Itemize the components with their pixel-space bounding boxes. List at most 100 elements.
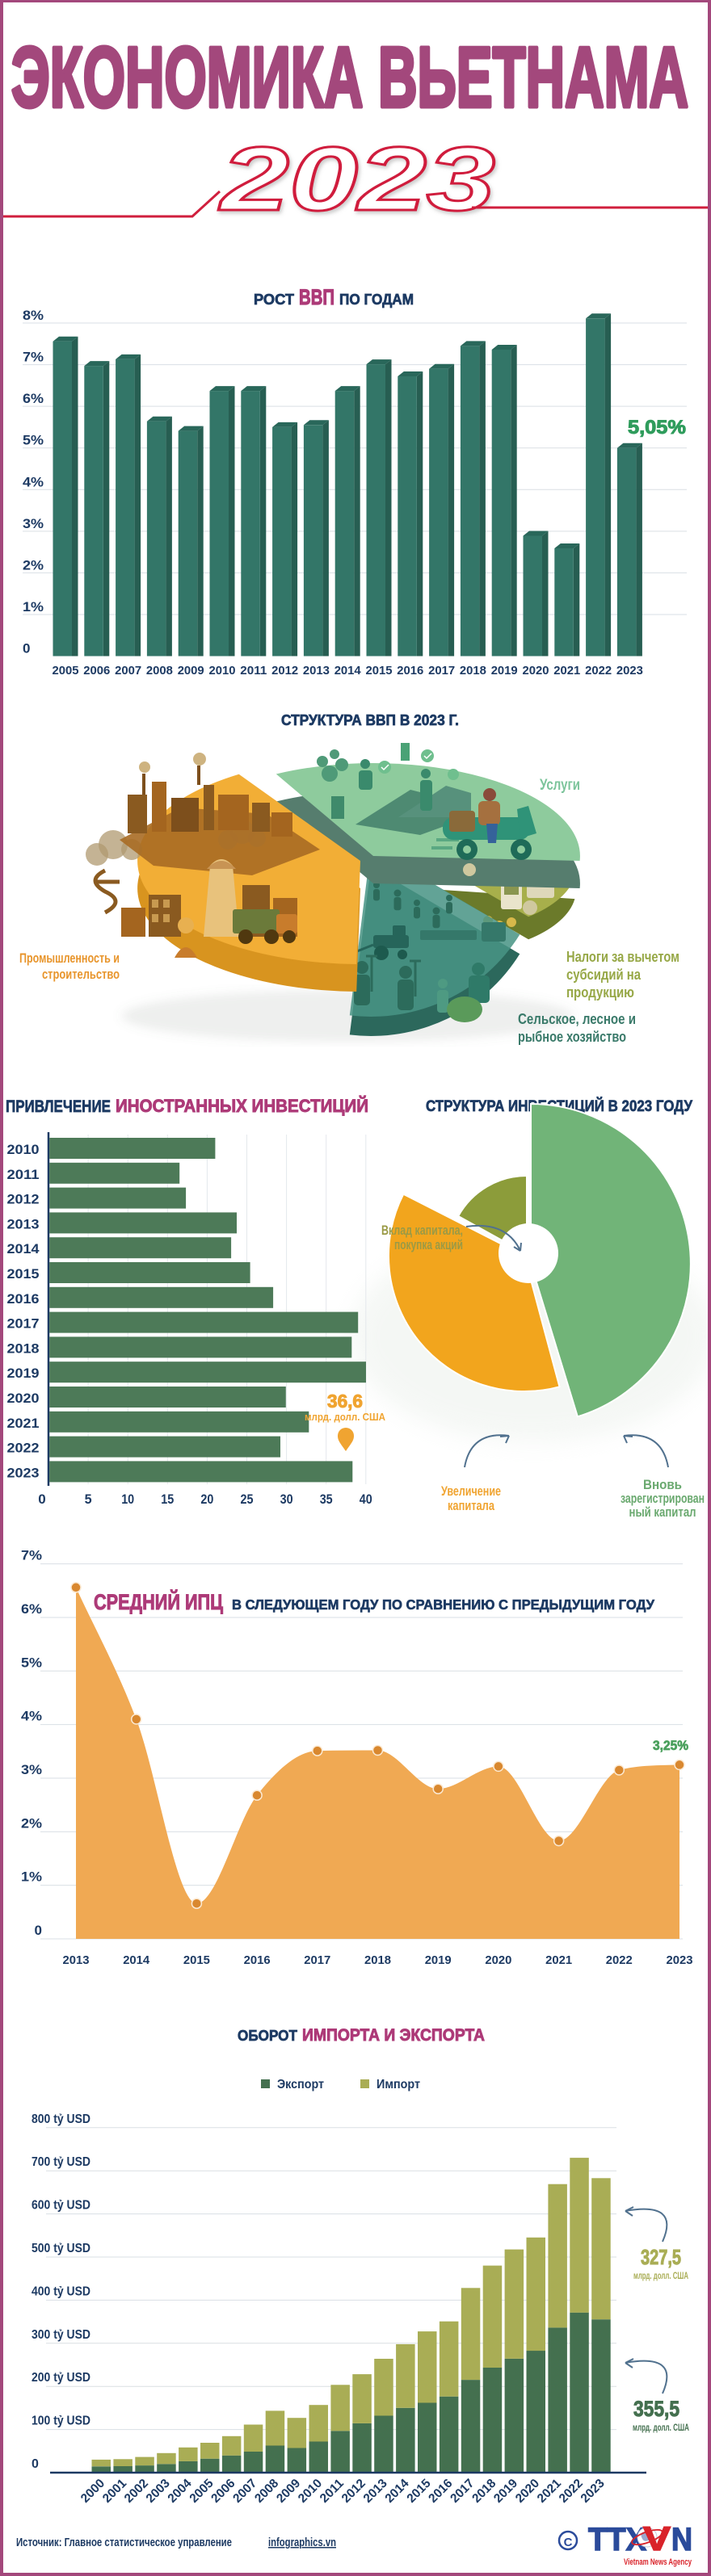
svg-text:7%: 7% bbox=[21, 1548, 42, 1563]
svg-text:35: 35 bbox=[320, 1491, 333, 1507]
svg-text:2017: 2017 bbox=[304, 1953, 330, 1967]
svg-text:Вновь: Вновь bbox=[643, 1477, 682, 1492]
svg-text:2005: 2005 bbox=[53, 664, 79, 678]
svg-text:покупка акций: покупка акций bbox=[394, 1237, 463, 1252]
svg-text:2019: 2019 bbox=[7, 1366, 40, 1381]
svg-text:TTX: TTX bbox=[588, 2522, 646, 2557]
svg-text:2020: 2020 bbox=[485, 1953, 511, 1967]
svg-text:млрд. долл. США: млрд. долл. США bbox=[633, 2422, 689, 2433]
svg-text:200 tỷ USD: 200 tỷ USD bbox=[32, 2371, 90, 2385]
svg-text:ный капитал: ный капитал bbox=[629, 1504, 696, 1520]
svg-text:Экспорт: Экспорт bbox=[277, 2078, 324, 2091]
svg-text:Импорт: Импорт bbox=[377, 2078, 420, 2091]
svg-text:6%: 6% bbox=[23, 391, 44, 406]
svg-text:2007: 2007 bbox=[115, 664, 141, 678]
svg-text:10: 10 bbox=[121, 1491, 134, 1507]
svg-text:Источник: Главное статистическ: Источник: Главное статистическое управле… bbox=[16, 2536, 232, 2549]
svg-text:2012: 2012 bbox=[271, 664, 298, 678]
svg-text:2022: 2022 bbox=[585, 664, 612, 678]
svg-text:2013: 2013 bbox=[303, 664, 330, 678]
svg-text:5%: 5% bbox=[21, 1655, 42, 1670]
svg-text:Услуги: Услуги bbox=[540, 777, 580, 794]
svg-text:ПО ГОДАМ: ПО ГОДАМ bbox=[339, 292, 414, 308]
svg-text:7%: 7% bbox=[23, 350, 44, 365]
svg-text:2010: 2010 bbox=[7, 1142, 40, 1157]
svg-text:Сельское, лесное и: Сельское, лесное и bbox=[518, 1011, 636, 1027]
svg-text:ПРИВЛЕЧЕНИЕ: ПРИВЛЕЧЕНИЕ bbox=[6, 1097, 111, 1116]
svg-text:800 tỷ USD: 800 tỷ USD bbox=[32, 2112, 90, 2126]
svg-text:продукцию: продукцию bbox=[566, 984, 634, 1001]
svg-text:N: N bbox=[671, 2522, 692, 2557]
svg-text:2021: 2021 bbox=[553, 664, 580, 678]
svg-text:2011: 2011 bbox=[7, 1167, 40, 1182]
svg-text:зарегистрирован: зарегистрирован bbox=[621, 1491, 705, 1506]
svg-text:В СЛЕДУЮЩЕМ ГОДУ ПО СРАВНЕНИЮ: В СЛЕДУЮЩЕМ ГОДУ ПО СРАВНЕНИЮ С ПРЕДЫДУЩ… bbox=[232, 1596, 655, 1613]
svg-text:2023: 2023 bbox=[616, 664, 643, 678]
svg-text:капитала: капитала bbox=[448, 1498, 494, 1513]
svg-text:Промышленность и: Промышленность и bbox=[19, 950, 120, 966]
svg-text:20: 20 bbox=[200, 1491, 213, 1507]
svg-text:300 tỷ USD: 300 tỷ USD bbox=[32, 2328, 90, 2342]
svg-text:0: 0 bbox=[35, 1923, 42, 1938]
svg-text:Увеличение: Увеличение bbox=[441, 1483, 501, 1499]
svg-text:2013: 2013 bbox=[63, 1953, 90, 1967]
svg-text:2014: 2014 bbox=[7, 1241, 40, 1257]
svg-text:2022: 2022 bbox=[7, 1441, 40, 1456]
svg-text:1%: 1% bbox=[23, 599, 44, 615]
svg-text:РОСТ: РОСТ bbox=[254, 292, 294, 308]
svg-text:2006: 2006 bbox=[83, 664, 110, 678]
svg-text:400 tỷ USD: 400 tỷ USD bbox=[32, 2284, 90, 2298]
svg-text:8%: 8% bbox=[23, 308, 44, 323]
svg-text:355,5: 355,5 bbox=[633, 2397, 679, 2421]
svg-text:1%: 1% bbox=[21, 1869, 42, 1885]
svg-text:5%: 5% bbox=[23, 433, 44, 448]
svg-text:600 tỷ USD: 600 tỷ USD bbox=[32, 2199, 90, 2213]
svg-text:700 tỷ USD: 700 tỷ USD bbox=[32, 2155, 90, 2169]
svg-text:2020: 2020 bbox=[7, 1391, 40, 1406]
svg-text:2023: 2023 bbox=[7, 1465, 40, 1480]
svg-text:5,05%: 5,05% bbox=[628, 417, 686, 438]
svg-text:2020: 2020 bbox=[523, 664, 549, 678]
svg-text:СТРУКТУРА ВВП В 2023 Г.: СТРУКТУРА ВВП В 2023 Г. bbox=[281, 712, 459, 728]
svg-text:СРЕДНИЙ ИПЦ: СРЕДНИЙ ИПЦ bbox=[94, 1589, 223, 1614]
svg-text:ВВП: ВВП bbox=[299, 285, 334, 309]
svg-text:2014: 2014 bbox=[334, 664, 362, 678]
svg-text:4%: 4% bbox=[23, 474, 44, 489]
svg-text:C: C bbox=[564, 2536, 573, 2549]
svg-text:2023: 2023 bbox=[667, 1953, 693, 1967]
svg-text:2015: 2015 bbox=[366, 664, 393, 678]
svg-text:40: 40 bbox=[360, 1491, 372, 1507]
svg-text:100 tỷ USD: 100 tỷ USD bbox=[32, 2414, 90, 2428]
svg-text:2019: 2019 bbox=[425, 1953, 452, 1967]
svg-text:2018: 2018 bbox=[7, 1340, 40, 1356]
svg-text:Вклад капитала,: Вклад капитала, bbox=[381, 1223, 463, 1238]
svg-text:V: V bbox=[643, 2519, 671, 2557]
svg-text:3,25%: 3,25% bbox=[653, 1739, 688, 1753]
svg-text:2009: 2009 bbox=[178, 664, 204, 678]
svg-text:2014: 2014 bbox=[123, 1953, 150, 1967]
svg-text:327,5: 327,5 bbox=[641, 2245, 681, 2269]
svg-text:2017: 2017 bbox=[428, 664, 455, 678]
svg-text:2012: 2012 bbox=[7, 1192, 40, 1207]
svg-text:5: 5 bbox=[85, 1491, 92, 1507]
svg-text:2022: 2022 bbox=[606, 1953, 633, 1967]
svg-text:0: 0 bbox=[38, 1491, 45, 1507]
svg-text:2010: 2010 bbox=[209, 664, 236, 678]
svg-text:2015: 2015 bbox=[7, 1266, 40, 1282]
svg-text:ИНОСТРАННЫХ ИНВЕСТИЦИЙ: ИНОСТРАННЫХ ИНВЕСТИЦИЙ bbox=[116, 1096, 368, 1116]
svg-text:0: 0 bbox=[23, 641, 30, 657]
svg-text:субсидий на: субсидий на bbox=[566, 967, 642, 983]
svg-text:2023: 2023 bbox=[218, 128, 495, 229]
svg-text:млрд. долл. США: млрд. долл. США bbox=[305, 1412, 385, 1423]
svg-text:ОБОРОТ: ОБОРОТ bbox=[238, 2028, 297, 2044]
svg-text:2016: 2016 bbox=[244, 1953, 271, 1967]
svg-text:2013: 2013 bbox=[7, 1216, 40, 1231]
svg-text:15: 15 bbox=[161, 1491, 174, 1507]
svg-text:0: 0 bbox=[32, 2457, 39, 2471]
svg-text:рыбное хозяйство: рыбное хозяйство bbox=[518, 1029, 626, 1045]
svg-text:Налоги за вычетом: Налоги за вычетом bbox=[566, 949, 679, 965]
svg-text:3%: 3% bbox=[21, 1762, 42, 1777]
svg-text:25: 25 bbox=[241, 1491, 254, 1507]
svg-text:500 tỷ USD: 500 tỷ USD bbox=[32, 2242, 90, 2255]
svg-text:2011: 2011 bbox=[240, 664, 267, 678]
